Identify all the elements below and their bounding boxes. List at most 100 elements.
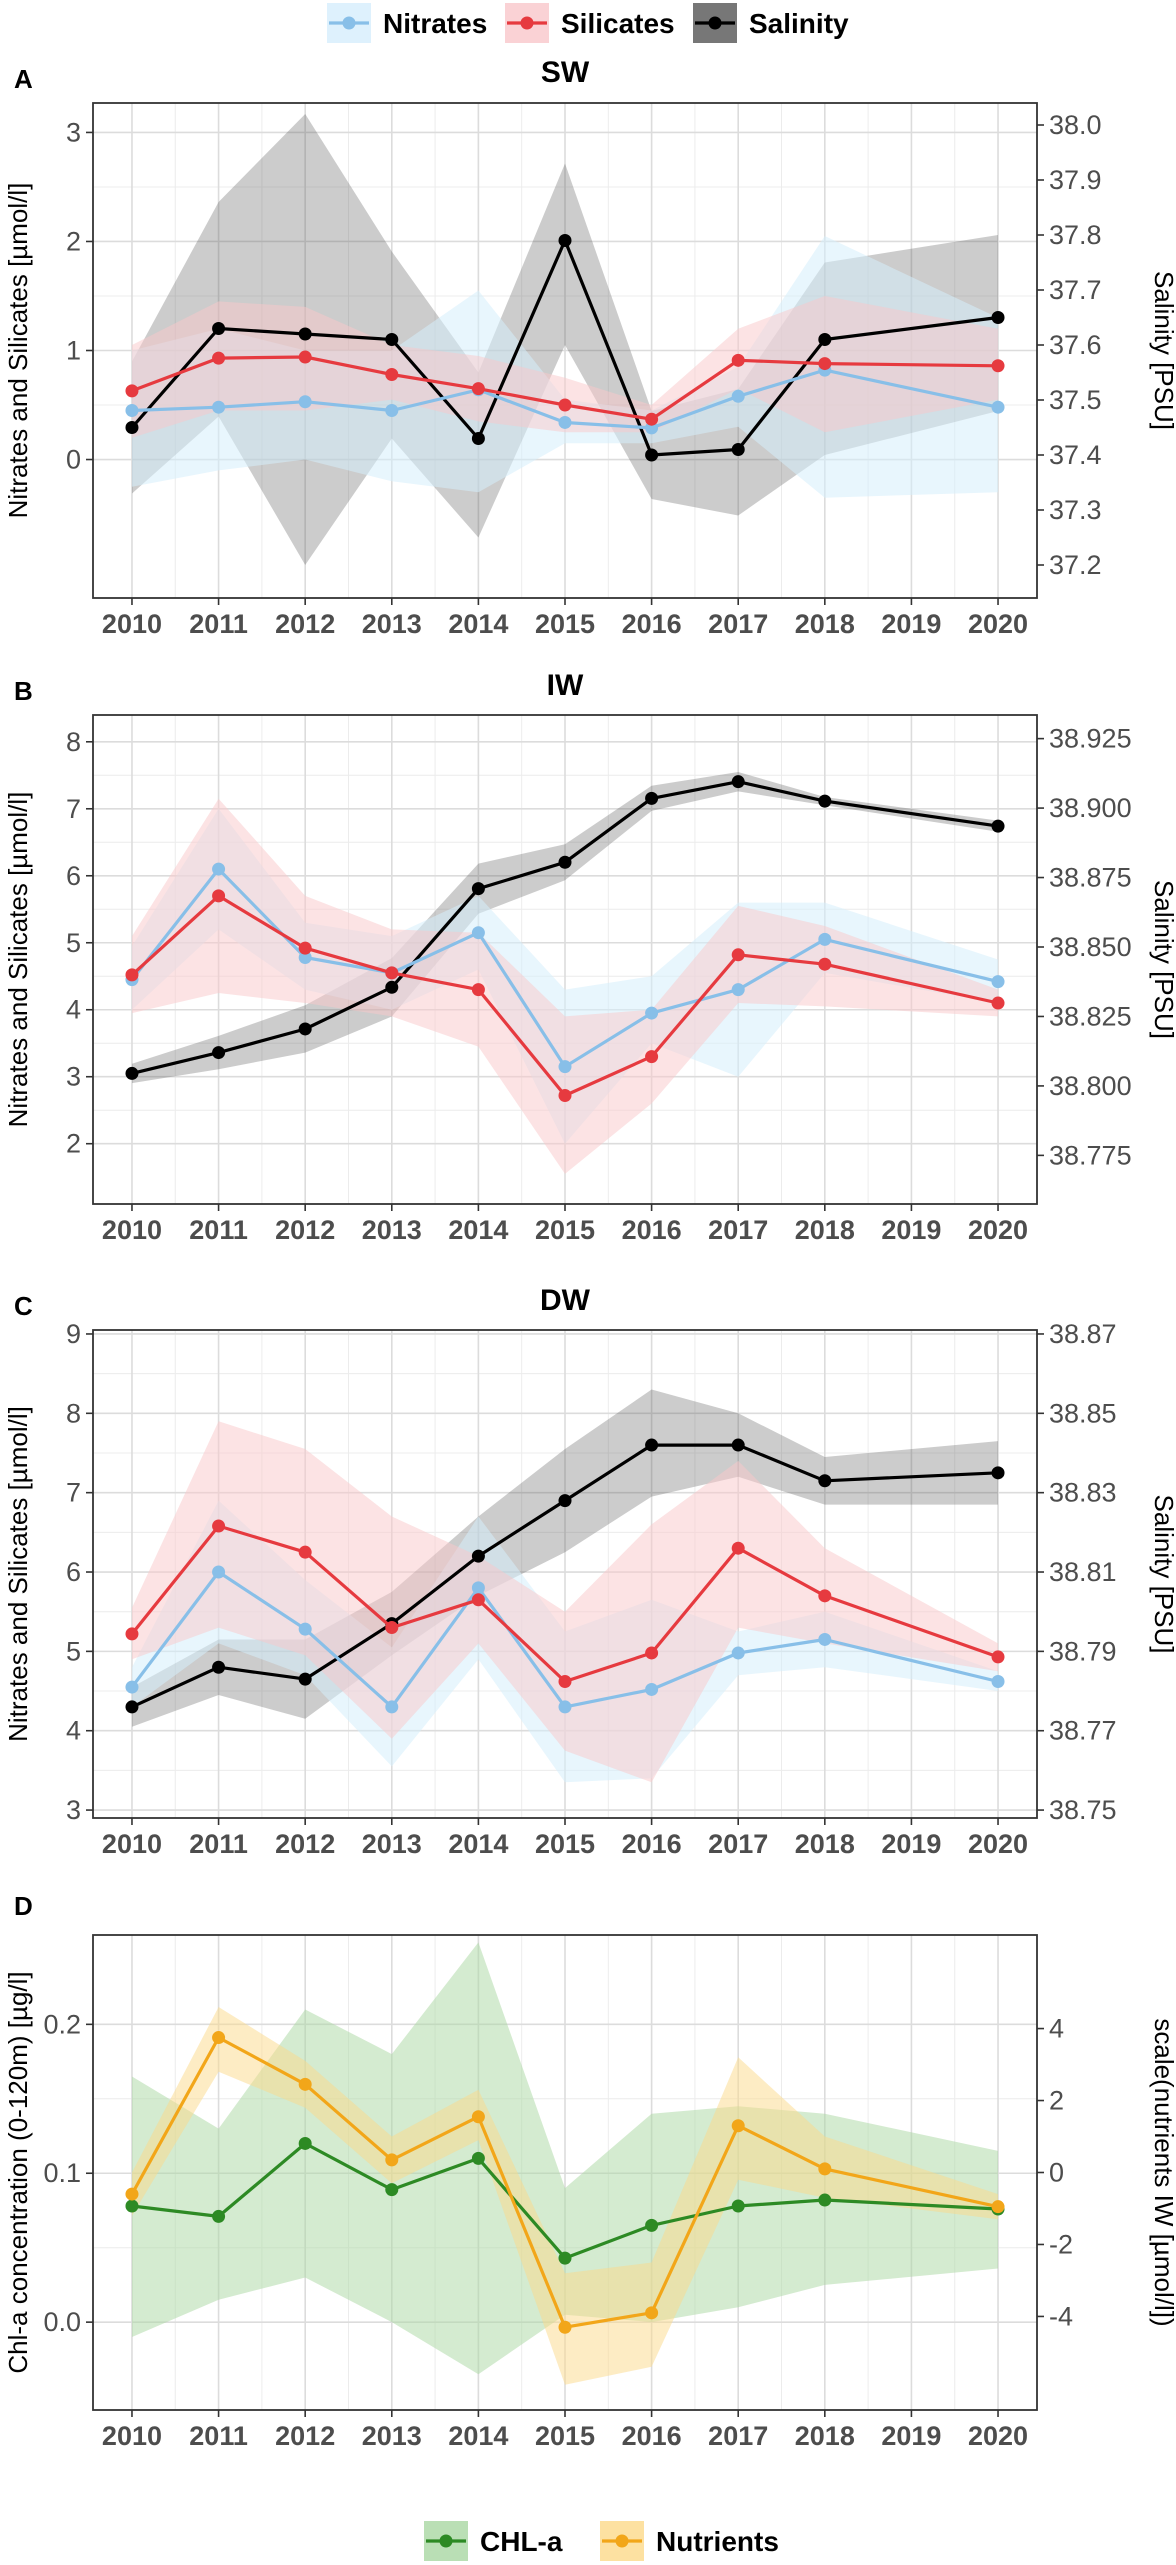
x-tick-label: 2011 [189,1215,248,1245]
x-tick-label: 2020 [968,1215,1028,1245]
point-silicates [212,351,226,365]
panel-letter: A [14,64,33,94]
x-tick-label: 2014 [448,609,508,639]
y-tick-label: 1 [66,336,81,366]
y-right-tick-label: 37.7 [1049,275,1102,305]
point-nutrients [125,2187,139,2201]
point-silicates [991,1650,1005,1664]
series-lines [125,2031,1005,2334]
point-nitrates [212,1565,226,1579]
point-chl-a [212,2209,226,2223]
panel-letter: D [14,1891,33,1921]
x-tick-label: 2011 [189,2421,248,2451]
point-nitrates [212,862,226,876]
y-right-tick-label: 37.4 [1049,440,1102,470]
point-nutrients [385,2153,399,2167]
point-salinity [385,980,399,994]
line-nitrates [130,867,999,1069]
x-tick-label: 2010 [102,1215,162,1245]
x-tick-label: 2016 [622,609,682,639]
point-silicates [558,1675,572,1689]
point-silicates [645,1050,659,1064]
y-axis-left: 3 4 5 6 7 8 9 [66,1319,93,1825]
point-nutrients [558,2320,572,2334]
legend-bottom: CHL-a Nutrients [424,2521,779,2561]
point-chl-a [558,2251,572,2265]
y-tick-label: 3 [66,117,81,147]
point-silicates [125,384,139,398]
y-tick-label: 5 [66,1636,81,1666]
point-salinity [645,1438,659,1452]
point-nitrates [471,926,485,940]
y-tick-label: 8 [66,1398,81,1428]
legend-entry-nutrients: Nutrients [600,2521,779,2561]
x-tick-label: 2018 [795,1829,855,1859]
point-salinity [818,333,832,346]
y-right-tick-label: 2 [1049,2086,1064,2116]
point-salinity [991,311,1005,324]
y-axis-title: Nitrates and Silicates [µmol/l] [3,792,33,1128]
y-tick-label: 5 [66,928,81,958]
point-chl-a [298,2136,312,2150]
line-silicates [130,1524,999,1684]
x-axis: 2010 2011 2012 2013 2014 2015 2016 2017 2018 2019… [102,1818,1028,1859]
point-silicates [385,966,399,980]
legend-key-point [342,16,356,30]
point-salinity [731,775,745,789]
legend-label: CHL-a [480,2526,563,2557]
x-tick-label: 2013 [362,1829,422,1859]
point-chl-a [125,2199,139,2213]
point-nitrates [991,1675,1005,1689]
y-axis-title: Nitrates and Silicates [µmol/l] [3,183,33,519]
y-right-tick-label: 38.875 [1049,863,1132,893]
point-salinity [818,794,832,808]
point-nitrates [645,1006,659,1020]
point-chl-a [471,2151,485,2165]
x-tick-label: 2019 [881,609,941,639]
legend-label: Nutrients [656,2526,779,2557]
confidence-bands [132,114,998,565]
point-chl-a [818,2193,832,2207]
point-nitrates [558,1700,572,1714]
x-tick-label: 2018 [795,2421,855,2451]
point-silicates [558,1088,572,1102]
y-right-tick-label: 38.775 [1049,1140,1132,1170]
point-silicates [385,367,399,381]
point-silicates [818,357,832,371]
x-axis: 2010 2011 2012 2013 2014 2015 2016 2017 2018 2019… [102,1204,1028,1245]
y-right-tick-label: 38.850 [1049,932,1132,962]
y-axis-right: 37.2 37.3 37.4 37.5 37.6 37.7 37.8 37.9 38.0 [1037,110,1102,580]
y-right-tick-label: 38.87 [1049,1319,1117,1349]
x-tick-label: 2018 [795,609,855,639]
point-salinity [731,1438,745,1452]
panel-title: SW [541,56,590,89]
y-tick-label: 6 [66,1557,81,1587]
y-tick-label: 3 [66,1795,81,1825]
y-right-axis-title: Salinity [PSU] [1149,880,1176,1039]
legend-label: Nitrates [383,8,487,39]
x-tick-label: 2015 [535,2421,595,2451]
point-chl-a [731,2199,745,2213]
point-nitrates [991,975,1005,989]
x-tick-label: 2020 [968,609,1028,639]
panel-title: DW [540,1284,591,1317]
y-tick-label: 4 [66,995,81,1025]
y-tick-label: 3 [66,1062,81,1092]
panel-letter: C [14,1291,33,1321]
point-nitrates [558,415,572,429]
y-right-axis-title: Salinity [PSU] [1149,271,1176,430]
x-tick-label: 2017 [708,1215,768,1245]
point-silicates [731,1541,745,1555]
point-silicates [558,398,572,412]
point-nitrates [385,403,399,417]
confidence-bands [132,1942,998,2385]
x-tick-label: 2019 [881,1829,941,1859]
band-nutrients [132,2007,998,2385]
point-silicates [298,941,312,955]
point-salinity [645,791,659,805]
y-right-tick-label: 38.0 [1049,110,1102,140]
x-tick-label: 2015 [535,1215,595,1245]
point-silicates [298,350,312,364]
point-silicates [212,1519,226,1533]
